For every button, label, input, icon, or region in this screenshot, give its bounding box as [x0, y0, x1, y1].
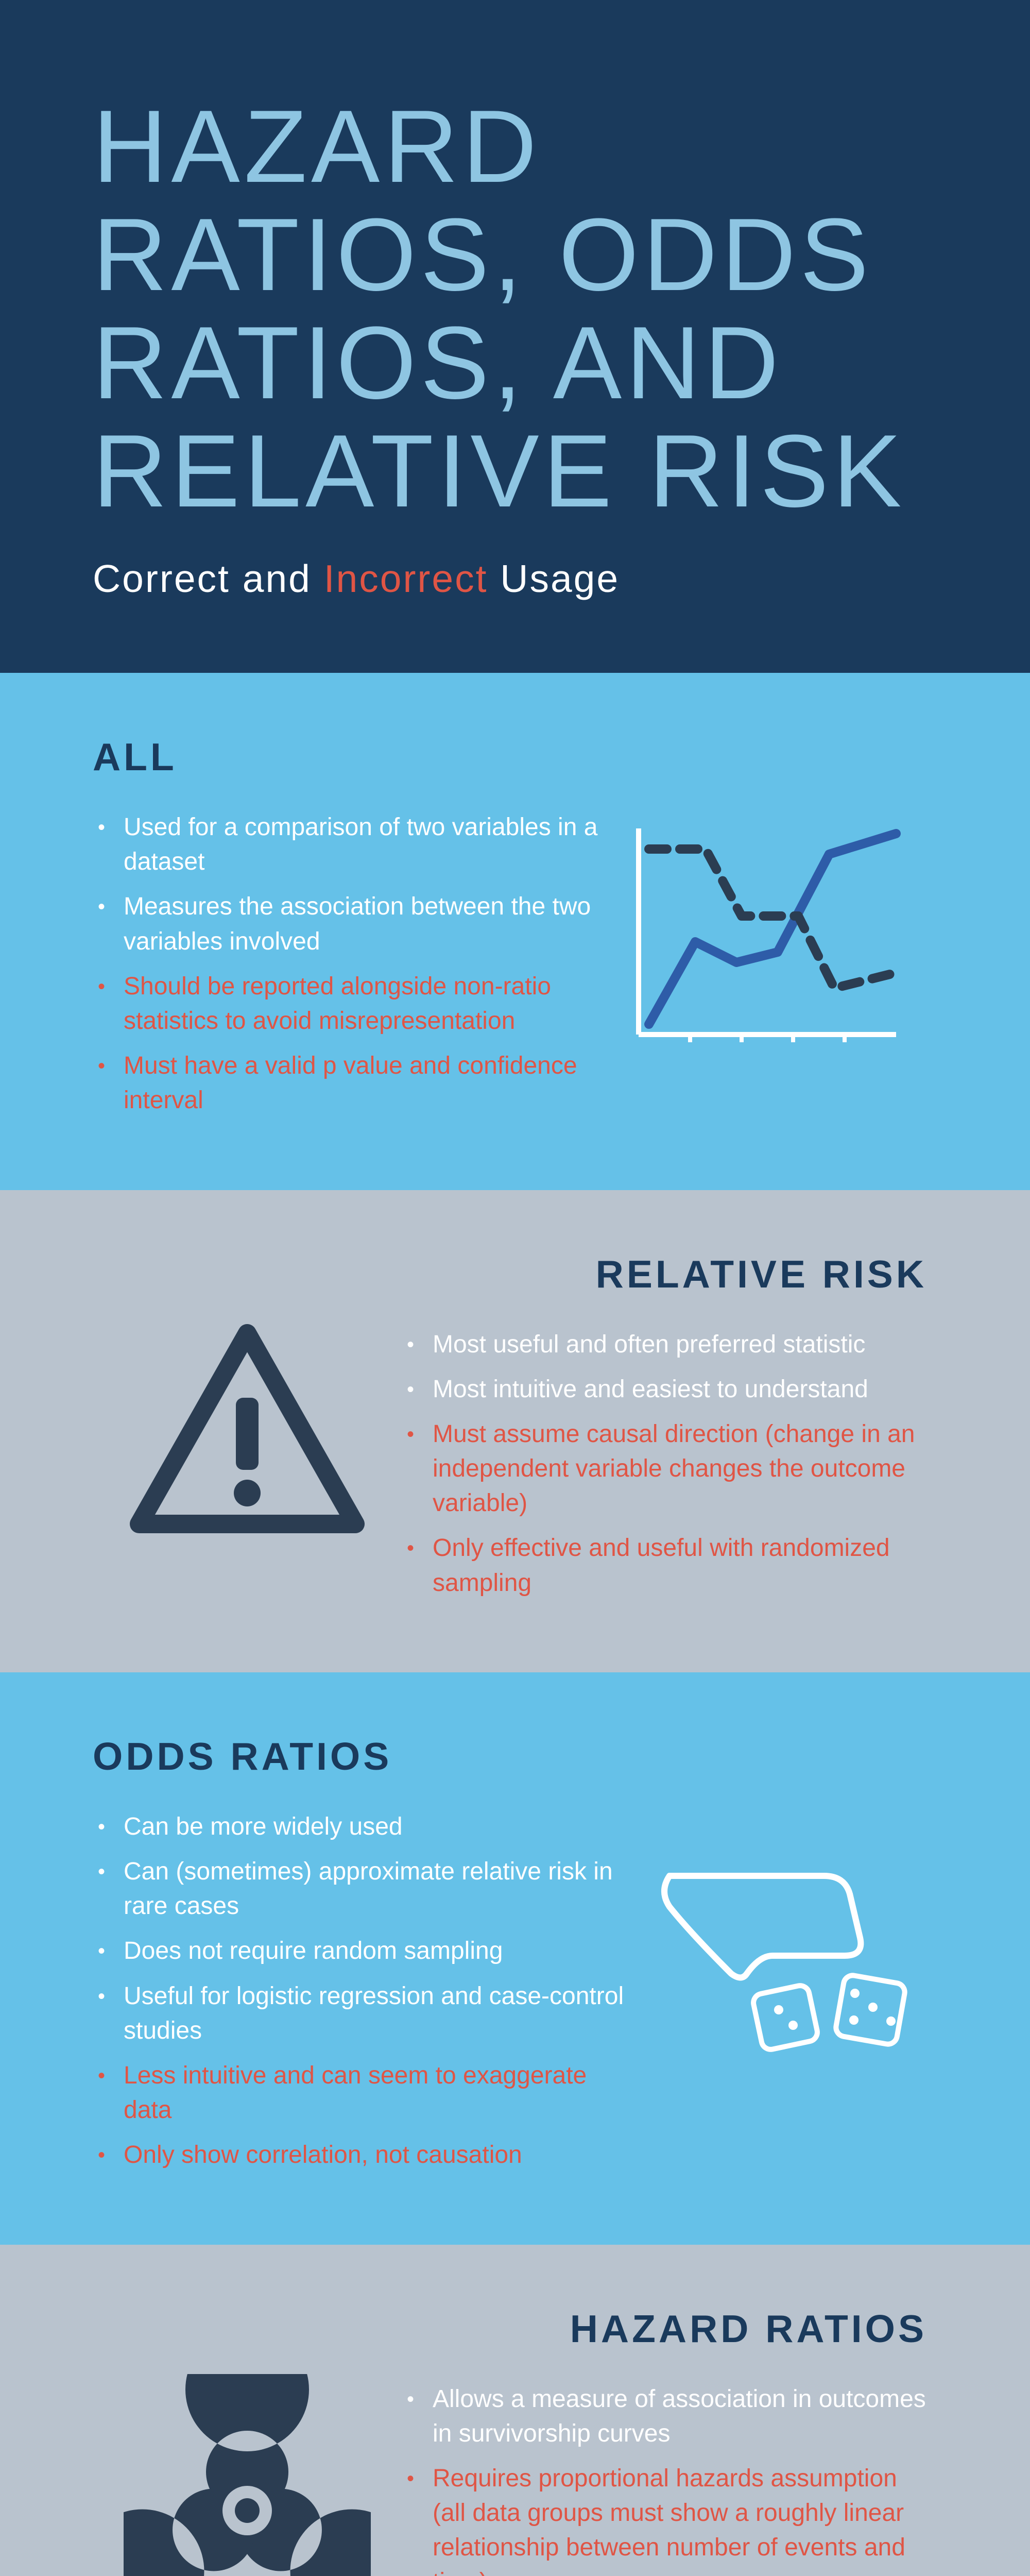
section-heading-relative-risk: RELATIVE RISK — [402, 1252, 927, 1296]
list-item: Less intuitive and can seem to exaggerat… — [124, 2058, 628, 2127]
list-item: Only show correlation, not causation — [124, 2138, 628, 2172]
list-item: Can be more widely used — [124, 1809, 628, 1844]
list-item: Most useful and often preferred statisti… — [433, 1327, 927, 1362]
list-item: Used for a comparison of two variables i… — [124, 810, 608, 879]
section-relative-risk: RELATIVE RISK Most useful and often pref… — [0, 1190, 1030, 1672]
warning-icon — [124, 1318, 371, 1545]
dice-icon — [639, 1855, 927, 2061]
list-relative-risk: Most useful and often preferred statisti… — [402, 1327, 927, 1600]
list-item: Must have a valid p value and confidence… — [124, 1048, 608, 1117]
line-chart-icon — [618, 818, 906, 1045]
list-item: Requires proportional hazards assumption… — [433, 2461, 927, 2576]
section-heading-all: ALL — [93, 735, 608, 779]
section-all: ALL Used for a comparison of two variabl… — [0, 673, 1030, 1190]
section-heading-odds-ratios: ODDS RATIOS — [93, 1734, 628, 1778]
list-hazard-ratios: Allows a measure of association in outco… — [402, 2382, 927, 2576]
list-item: Measures the association between the two… — [124, 889, 608, 958]
section-hazard-ratios: HAZARD RATIOS Allows a measure of associ… — [0, 2245, 1030, 2576]
list-item: Useful for logistic regression and case-… — [124, 1979, 628, 2048]
biohazard-icon — [124, 2374, 371, 2576]
list-all: Used for a comparison of two variables i… — [93, 810, 608, 1118]
list-odds-ratios: Can be more widely used Can (sometimes) … — [93, 1809, 628, 2173]
page-title: HAZARD RATIOS, ODDS RATIOS, AND RELATIVE… — [93, 93, 937, 526]
list-item: Should be reported alongside non-ratio s… — [124, 969, 608, 1038]
list-item: Only effective and useful with randomize… — [433, 1531, 927, 1600]
section-odds-ratios: ODDS RATIOS Can be more widely used Can … — [0, 1672, 1030, 2245]
list-item: Can (sometimes) approximate relative ris… — [124, 1854, 628, 1923]
list-item: Allows a measure of association in outco… — [433, 2382, 927, 2451]
list-item: Does not require random sampling — [124, 1934, 628, 1968]
page-subtitle: Correct and Incorrect Usage — [93, 556, 937, 601]
list-item: Most intuitive and easiest to understand — [433, 1372, 927, 1406]
list-item: Must assume causal direction (change in … — [433, 1417, 927, 1521]
section-heading-hazard-ratios: HAZARD RATIOS — [402, 2307, 927, 2351]
